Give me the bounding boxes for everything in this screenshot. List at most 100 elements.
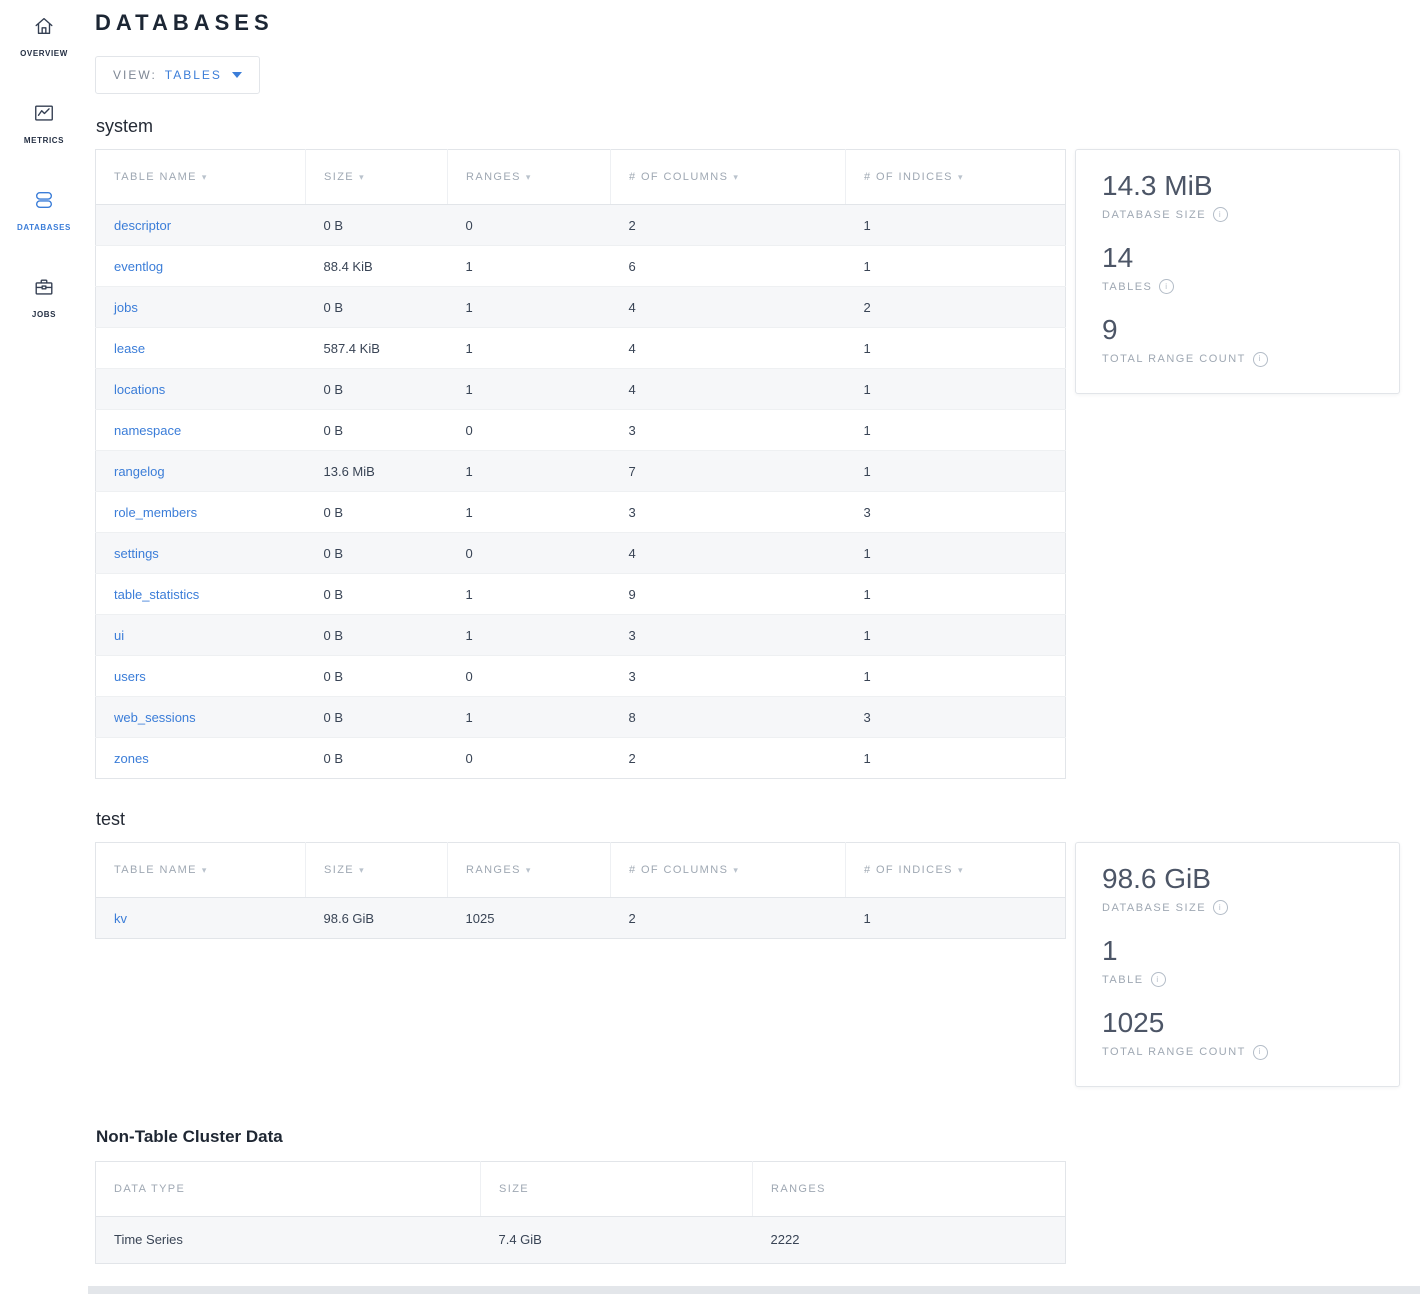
non-table-cluster-data-section: Non-Table Cluster Data DATA TYPE SIZE RANG… — [95, 1127, 1400, 1264]
test-tables: TABLE NAME ▾ SIZE ▾ RANGES ▾ # OF COLUMNS ▾ # OF… — [95, 842, 1066, 939]
table-cell: 1 — [845, 245, 1066, 287]
column-header--of-columns[interactable]: # OF COLUMNS ▾ — [610, 842, 846, 898]
info-icon[interactable]: i — [1213, 900, 1229, 916]
cell-table-name: lease — [95, 327, 306, 369]
table-cell: 0 B — [305, 737, 448, 779]
table-cell: 0 B — [305, 696, 448, 738]
info-icon[interactable]: i — [1252, 1044, 1268, 1060]
table-name-link[interactable]: zones — [114, 750, 149, 766]
table-cell: 0 — [447, 655, 611, 697]
table-name-link[interactable]: jobs — [114, 299, 138, 315]
stat-database-size: 98.6 GiB DATABASE SIZE i — [1102, 863, 1373, 916]
table-name-link[interactable]: eventlog — [114, 258, 164, 274]
table-cell: 1 — [845, 532, 1066, 574]
table-name-link[interactable]: namespace — [114, 422, 182, 438]
table-cell: 0 B — [305, 409, 448, 451]
column-header-ranges[interactable]: RANGES ▾ — [447, 149, 611, 205]
cell-table-name: namespace — [95, 409, 306, 451]
column-header--of-columns[interactable]: # OF COLUMNS ▾ — [610, 149, 846, 205]
table-cell: 3 — [845, 696, 1066, 738]
table-name-link[interactable]: web_sessions — [114, 709, 196, 725]
sidebar-item-label: OVERVIEW — [20, 49, 68, 58]
table-cell: Time Series — [95, 1215, 481, 1264]
table-cell: 88.4 KiB — [305, 245, 448, 287]
table-name-link[interactable]: rangelog — [114, 463, 165, 479]
sidebar-item-label: METRICS — [23, 136, 65, 145]
test-tables-table: TABLE NAME ▾ SIZE ▾ RANGES ▾ # OF COLUMNS ▾ # OF… — [95, 842, 1066, 939]
column-header-size[interactable]: SIZE ▾ — [305, 842, 448, 898]
non-table-cluster-data-table: DATA TYPE SIZE RANGES Time Series 7.4 GiB 222… — [95, 1160, 1066, 1264]
table-cell: 3 — [610, 491, 846, 533]
table-name-link[interactable]: lease — [114, 340, 146, 356]
table-header-row: DATA TYPE SIZE RANGES — [95, 1161, 1066, 1217]
table-cell: 3 — [610, 409, 846, 451]
cell-table-name: eventlog — [95, 245, 306, 287]
table-cell: 1 — [447, 286, 611, 328]
cell-table-name: rangelog — [95, 450, 306, 492]
sidebar-item-metrics[interactable]: METRICS — [0, 95, 88, 182]
column-header-table-name[interactable]: TABLE NAME ▾ — [95, 149, 306, 205]
table-name-link[interactable]: table_statistics — [114, 586, 200, 602]
column-header-ranges[interactable]: RANGES ▾ — [447, 842, 611, 898]
stat-label: TOTAL RANGE COUNT — [1102, 353, 1246, 366]
table-name-link[interactable]: kv — [114, 910, 127, 926]
table-cell: 1 — [845, 737, 1066, 779]
table-cell: 0 B — [305, 368, 448, 410]
table-name-link[interactable]: descriptor — [114, 217, 172, 233]
cell-table-name: users — [95, 655, 306, 697]
stat-label: TOTAL RANGE COUNT — [1102, 1046, 1246, 1059]
system-tables-table: TABLE NAME ▾ SIZE ▾ RANGES ▾ # OF COLUMNS ▾ # OF… — [95, 149, 1066, 779]
stat-total-range-count: 1025 TOTAL RANGE COUNT i — [1102, 1007, 1373, 1060]
cell-table-name: web_sessions — [95, 696, 306, 738]
info-icon[interactable]: i — [1213, 207, 1229, 223]
info-icon[interactable]: i — [1252, 351, 1268, 367]
stat-label: DATABASE SIZE — [1102, 208, 1207, 221]
table-cell: 4 — [610, 532, 846, 574]
sort-caret-icon: ▾ — [733, 865, 740, 875]
table-name-link[interactable]: role_members — [114, 504, 198, 520]
sidebar-item-overview[interactable]: OVERVIEW — [0, 8, 88, 95]
table-header-row: TABLE NAME ▾ SIZE ▾ RANGES ▾ # OF COLUMNS ▾ # OF… — [95, 149, 1066, 205]
table-cell: 0 B — [305, 204, 448, 246]
table-cell: 7.4 GiB — [480, 1215, 753, 1264]
table-cell: 0 B — [305, 286, 448, 328]
sort-caret-icon: ▾ — [359, 865, 365, 875]
table-cell: 0 B — [305, 573, 448, 615]
table-cell: 2222 — [752, 1215, 1066, 1264]
jobs-icon — [33, 276, 55, 303]
page-title: DATABASES — [95, 10, 274, 35]
table-name-link[interactable]: users — [114, 668, 146, 684]
column-header-table-name[interactable]: TABLE NAME ▾ — [95, 842, 306, 898]
sort-caret-icon: ▾ — [957, 865, 964, 875]
info-icon[interactable]: i — [1150, 972, 1166, 988]
info-icon[interactable]: i — [1159, 279, 1175, 295]
stat-total-range-count: 9 TOTAL RANGE COUNT i — [1102, 314, 1373, 367]
chevron-down-icon — [231, 72, 242, 78]
view-selector-dropdown[interactable]: VIEW: TABLES — [95, 56, 260, 94]
column-header-size[interactable]: SIZE ▾ — [305, 149, 448, 205]
table-cell: 0 B — [305, 655, 448, 697]
table-cell: 0 B — [305, 532, 448, 574]
cell-table-name: locations — [95, 368, 306, 410]
table-name-link[interactable]: ui — [114, 627, 125, 643]
table-cell: 0 — [447, 204, 611, 246]
system-tables: TABLE NAME ▾ SIZE ▾ RANGES ▾ # OF COLUMNS ▾ # OF… — [95, 149, 1066, 779]
view-selector-value: TABLES — [164, 68, 222, 82]
sidebar-item-label: DATABASES — [17, 223, 71, 232]
table-name-link[interactable]: locations — [114, 381, 166, 397]
sidebar-item-databases[interactable]: DATABASES — [0, 182, 88, 269]
sort-caret-icon: ▾ — [957, 172, 964, 182]
sidebar-item-jobs[interactable]: JOBS — [0, 269, 88, 356]
table-cell: 1 — [845, 368, 1066, 410]
table-cell: 0 B — [305, 491, 448, 533]
sidebar-item-label: JOBS — [31, 310, 57, 319]
table-cell: 98.6 GiB — [305, 897, 448, 939]
table-cell: 2 — [610, 204, 846, 246]
table-cell: 1025 — [447, 897, 611, 939]
table-cell: 1 — [447, 450, 611, 492]
column-header--of-indices[interactable]: # OF INDICES ▾ — [845, 149, 1066, 205]
non-table-heading: Non-Table Cluster Data — [96, 1126, 283, 1146]
column-header--of-indices[interactable]: # OF INDICES ▾ — [845, 842, 1066, 898]
table-name-link[interactable]: settings — [114, 545, 159, 561]
